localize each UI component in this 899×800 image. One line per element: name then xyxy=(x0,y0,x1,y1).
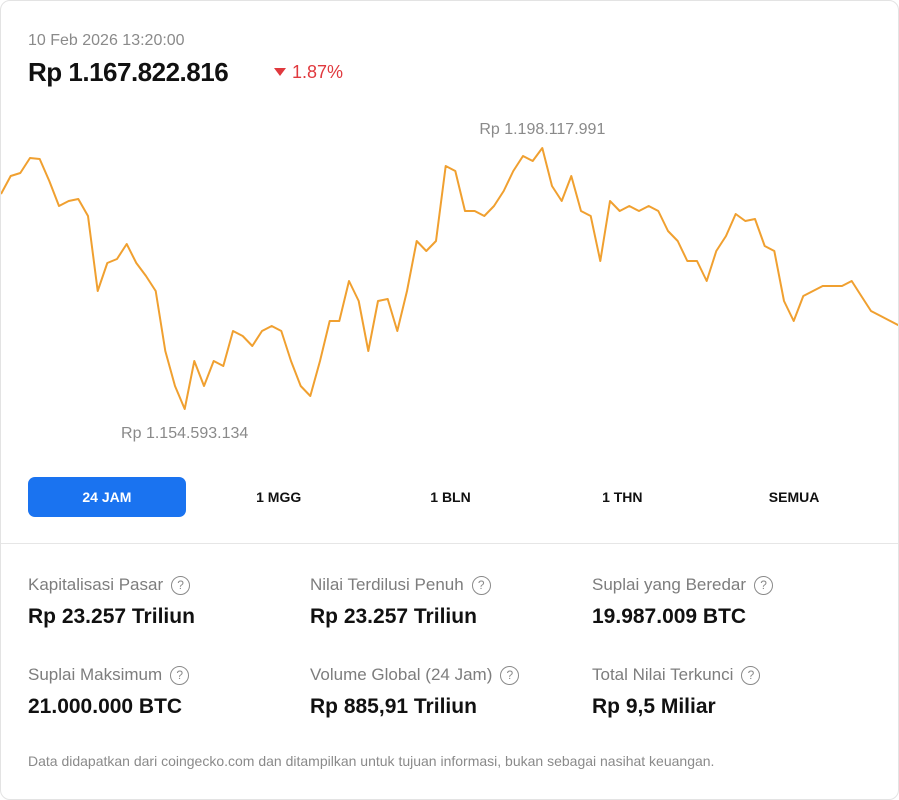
chart: Rp 1.198.117.991 Rp 1.154.593.134 xyxy=(1,121,898,442)
stat-label-text: Suplai yang Beredar xyxy=(592,575,747,594)
range-button[interactable]: 1 THN xyxy=(602,489,643,505)
help-icon[interactable]: ? xyxy=(171,575,191,595)
help-icon[interactable]: ? xyxy=(754,575,774,595)
price: Rp 1.167.822.816 xyxy=(28,57,229,87)
range-button[interactable]: 24 JAM xyxy=(28,477,186,517)
stat: Kapitalisasi Pasar? Rp 23.257 Triliun xyxy=(28,575,298,629)
stat-value: Rp 23.257 Triliun xyxy=(310,605,477,628)
min-label: Rp 1.154.593.134 xyxy=(121,425,248,442)
stat-label: Total Nilai Terkunci? xyxy=(592,665,862,685)
price-change: 1.87% xyxy=(274,62,343,83)
help-icon[interactable]: ? xyxy=(471,575,491,595)
divider xyxy=(1,543,898,544)
stat-label-text: Suplai Maksimum xyxy=(28,665,163,684)
stat: Volume Global (24 Jam)? Rp 885,91 Triliun xyxy=(310,665,580,719)
range-tabs: 24 JAM 1 MGG 1 BLN 1 THN SEMUA xyxy=(28,477,873,517)
stat-value: Rp 9,5 Miliar xyxy=(592,695,716,718)
range-button[interactable]: SEMUA xyxy=(768,489,820,505)
range-button[interactable]: 1 BLN xyxy=(430,489,471,505)
stat-label: Kapitalisasi Pasar? xyxy=(28,575,298,595)
max-label: Rp 1.198.117.991 xyxy=(479,121,605,138)
stat: Total Nilai Terkunci? Rp 9,5 Miliar xyxy=(592,665,862,719)
stat: Suplai Maksimum? 21.000.000 BTC xyxy=(28,665,298,719)
stat-label: Suplai yang Beredar? xyxy=(592,575,862,595)
stat: Suplai yang Beredar? 19.987.009 BTC xyxy=(592,575,862,629)
stat-label-text: Volume Global (24 Jam) xyxy=(310,665,493,684)
price-line xyxy=(1,147,898,410)
timestamp: 10 Feb 2026 13:20:00 xyxy=(28,32,185,49)
stat-value: 21.000.000 BTC xyxy=(28,695,183,718)
help-icon[interactable]: ? xyxy=(170,665,190,685)
stat-label: Volume Global (24 Jam)? xyxy=(310,665,580,685)
stat-label: Suplai Maksimum? xyxy=(28,665,298,685)
stat-label-text: Kapitalisasi Pasar xyxy=(28,575,164,594)
range-button[interactable]: 1 MGG xyxy=(256,489,302,505)
stat: Nilai Terdilusi Penuh? Rp 23.257 Triliun xyxy=(310,575,580,629)
footer-note: Data didapatkan dari coingecko.com dan d… xyxy=(28,753,715,769)
help-icon[interactable]: ? xyxy=(741,665,761,685)
stat-label-text: Total Nilai Terkunci xyxy=(592,665,734,684)
stat-label: Nilai Terdilusi Penuh? xyxy=(310,575,580,595)
stat-value: Rp 23.257 Triliun xyxy=(28,605,195,628)
stat-value: 19.987.009 BTC xyxy=(592,605,747,628)
stat-value: Rp 885,91 Triliun xyxy=(310,695,477,718)
stat-label-text: Nilai Terdilusi Penuh xyxy=(310,575,464,594)
help-icon[interactable]: ? xyxy=(500,665,520,685)
